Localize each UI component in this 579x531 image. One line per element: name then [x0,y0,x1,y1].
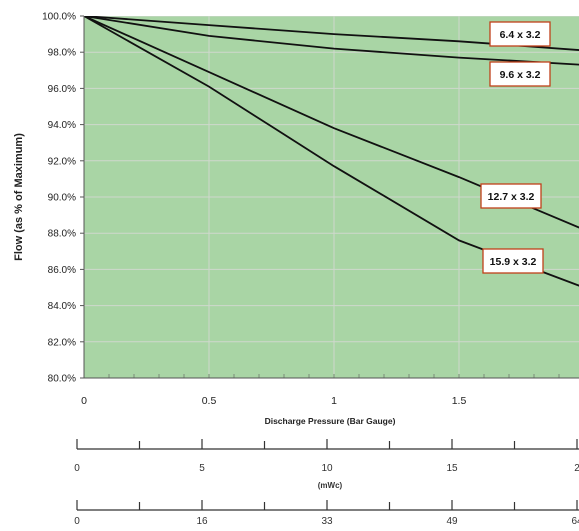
secondary-axis-tick-label: 0 [74,463,80,474]
secondary-axis-unit: (mWc) [318,481,343,490]
series-label: 6.4 x 3.2 [500,29,541,41]
series-label: 12.7 x 3.2 [488,191,535,203]
y-tick-label: 88.0% [48,229,76,240]
x-tick-label: 1.5 [452,395,467,407]
series-label-box [489,61,551,87]
y-tick-label: 82.0% [48,337,76,348]
y-tick-label: 100.0% [42,12,76,23]
secondary-axis-tick-label: 5 [199,463,205,474]
x-axis-title: Discharge Pressure (Bar Gauge) [265,416,396,426]
y-tick-label: 90.0% [48,193,76,204]
secondary-axes: 0 5 10 15 2 (mWc) 0 16 33 49 64 [74,439,579,527]
secondary-axis-tick-label: 15 [446,463,458,474]
axes: 80.0% 82.0% 84.0% 86.0% 88.0% 90.0% 92.0% 94.0%… [13,12,579,426]
y-axis-title: Flow (as % of Maximum) [13,133,25,261]
y-tick-label: 84.0% [48,301,76,312]
y-tick-label: 96.0% [48,84,76,95]
y-tick-label: 98.0% [48,48,76,59]
y-tick-label: 92.0% [48,156,76,167]
series-labels: 6.4 x 3.2 9.6 x 3.2 12.7 x 3.2 15.9 x 3.2 [480,21,551,274]
secondary-axis-tick-label: 49 [446,516,458,526]
secondary-axis-tick-label: 2 [574,463,579,474]
series-label-box [489,21,551,47]
x-tick-label: 0.5 [202,395,217,407]
y-tick-label: 94.0% [48,120,76,131]
y-tick-label: 86.0% [48,265,76,276]
x-tick-label: 0 [81,395,87,407]
secondary-axis-tick-label: 33 [321,516,333,526]
series-label-box [480,183,542,209]
secondary-axis-tick-label: 0 [74,516,80,526]
secondary-axis-tick-label: 10 [321,463,333,474]
y-tick-label: 80.0% [48,374,76,385]
secondary-axis-tick-label: 16 [196,516,208,526]
secondary-axis-tick-label: 64 [571,516,579,526]
x-tick-label: 1 [331,395,337,407]
series-label: 9.6 x 3.2 [500,69,541,81]
series-label: 15.9 x 3.2 [490,256,537,268]
series-label-box [482,248,544,274]
series-line [84,16,579,66]
